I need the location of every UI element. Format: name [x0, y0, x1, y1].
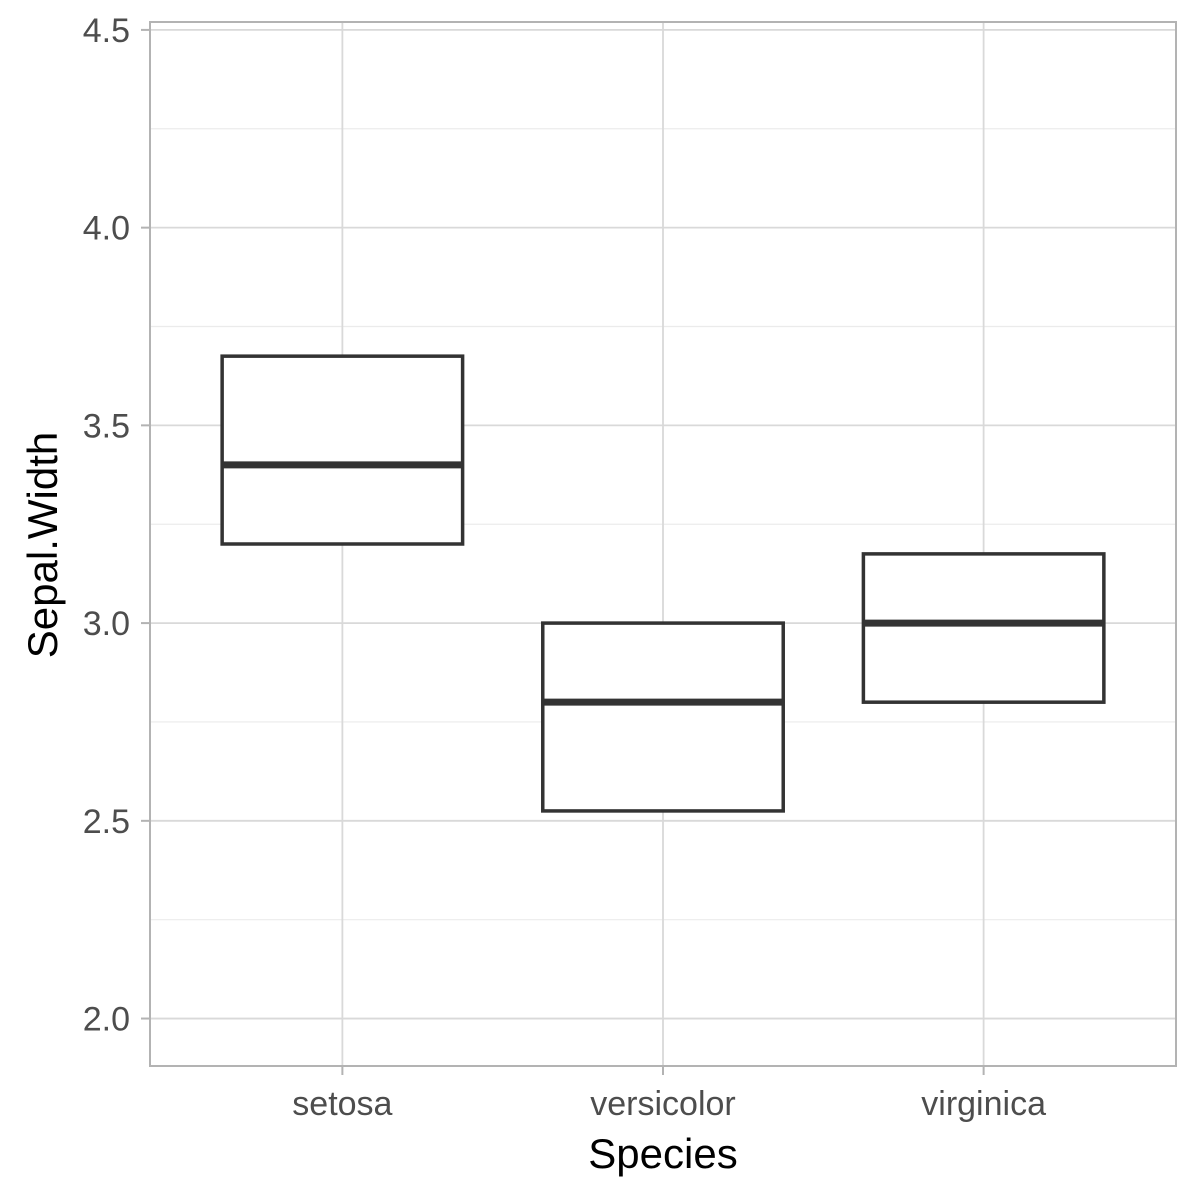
- y-tick-label: 2.5: [83, 803, 130, 841]
- axis-tick-labels: 2.0 2.5 3.0 3.5 4.0 4.5 setosa versicolor virgin…: [83, 12, 1046, 1123]
- box-iqr: [541, 621, 785, 813]
- axis-ticks: [141, 28, 985, 1075]
- box-iqr: [220, 354, 465, 546]
- y-axis-title: Sepal.Width: [19, 432, 66, 658]
- y-tick-label: 3.0: [83, 605, 130, 643]
- box-versicolor: [541, 621, 785, 813]
- x-tick-label: virginica: [921, 1085, 1046, 1123]
- x-tick-label: versicolor: [590, 1085, 735, 1123]
- box-setosa: [220, 354, 465, 546]
- grid: [150, 22, 1176, 1066]
- y-tick-label: 2.0: [83, 1001, 130, 1039]
- x-tick-label: setosa: [292, 1085, 392, 1123]
- y-tick-label: 3.5: [83, 407, 130, 445]
- box-virginica: [861, 552, 1106, 704]
- y-tick-label: 4.0: [83, 210, 130, 248]
- x-axis-title: Species: [588, 1130, 737, 1177]
- boxes: [220, 354, 1106, 813]
- box-iqr: [861, 552, 1106, 704]
- y-tick-label: 4.5: [83, 12, 130, 50]
